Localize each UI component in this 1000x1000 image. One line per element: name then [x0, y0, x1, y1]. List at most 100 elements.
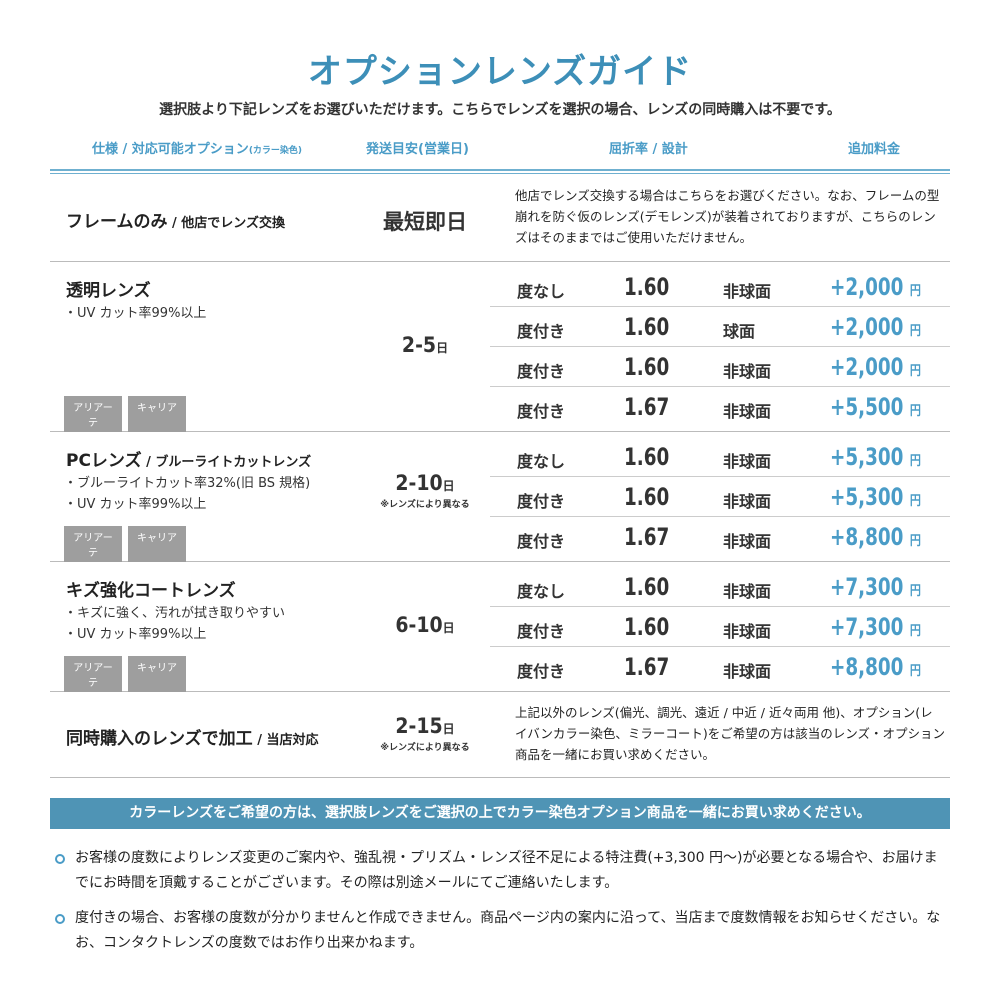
price-unit: 円 [909, 324, 921, 339]
price: +2,000 円 [830, 313, 921, 341]
header-spec-label: 仕様 / 対応可能オプション [92, 142, 249, 157]
price-value: +5,300 [830, 443, 904, 471]
note-item: 度付きの場合、お客様の度数が分かりませんと作成できません。商品ページ内の案内に沿… [55, 906, 950, 956]
lens-design: 非球面 [723, 532, 772, 551]
lens-option-row: 度付き 1.60 球面 +2,000 円 [490, 307, 950, 347]
price-value: +5,300 [830, 483, 904, 511]
days-value: 6-10 [395, 613, 443, 637]
price-value: +8,800 [830, 653, 904, 681]
description: 他店でレンズ交換する場合はこちらをお選びください。なお、フレームの型崩れを防ぐ仮… [515, 188, 940, 245]
refractive-index: 1.60 [624, 573, 670, 601]
days-value: 2-15 [395, 714, 443, 738]
note-text: 度付きの場合、お客様の度数が分かりませんと作成できません。商品ページ内の案内に沿… [75, 910, 941, 951]
prescription-type: 度付き [517, 662, 566, 681]
refractive-index: 1.67 [624, 393, 670, 421]
days-note: ※レンズにより異なる [380, 743, 470, 753]
prescription-type: 度付き [517, 532, 566, 551]
header-price: 追加料金 [848, 142, 901, 157]
option-tag: アリアーテ [64, 526, 122, 562]
price-unit: 円 [909, 584, 921, 599]
lens-design: 球面 [723, 322, 756, 341]
spec-bullet: ・UV カット率99%以上 [64, 306, 207, 321]
prescription-type: 度付き [517, 492, 566, 511]
section-name: 同時購入のレンズで加工 / 当店対応 [66, 724, 318, 749]
option-tag: アリアーテ [64, 656, 122, 692]
days-unit: 日 [436, 341, 449, 355]
lens-design: 非球面 [723, 492, 772, 511]
price-unit: 円 [909, 664, 921, 679]
lens-design: 非球面 [723, 622, 772, 641]
days-unit: 日 [442, 722, 455, 736]
price-value: +2,000 [830, 313, 904, 341]
refractive-index: 1.60 [624, 613, 670, 641]
lens-option-row: 度なし 1.60 非球面 +5,300 円 [490, 437, 950, 477]
prescription-type: 度なし [517, 282, 566, 301]
option-tag: キャリア [128, 396, 186, 432]
color-lens-banner: カラーレンズをご希望の方は、選択肢レンズをご選択の上でカラー染色オプション商品を… [50, 798, 950, 829]
price-unit: 円 [909, 454, 921, 469]
price-unit: 円 [909, 284, 921, 299]
days: 6-10日 [360, 613, 490, 637]
spec-bullet: ・UV カット率99%以上 [64, 627, 207, 642]
section-name: 透明レンズ [66, 276, 151, 301]
option-tag: キャリア [128, 656, 186, 692]
name-sub: / 当店対応 [252, 733, 319, 748]
price-value: +8,800 [830, 523, 904, 551]
circle-bullet-icon [55, 914, 65, 924]
days-value: 2-5 [401, 333, 437, 357]
option-tag: キャリア [128, 526, 186, 562]
lens-option-row: 度付き 1.67 非球面 +8,800 円 [490, 647, 950, 687]
lens-design: 非球面 [723, 662, 772, 681]
name-main: キズ強化コートレンズ [66, 581, 236, 601]
prescription-type: 度付き [517, 622, 566, 641]
section-name: PCレンズ / ブルーライトカットレンズ [66, 446, 311, 471]
refractive-index: 1.60 [624, 313, 670, 341]
days-value: 2-10 [395, 471, 443, 495]
lens-option-row: 度なし 1.60 非球面 +2,000 円 [490, 267, 950, 307]
note-text: お客様の度数によりレンズ変更のご案内や、強乱視・プリズム・レンズ径不足による特注… [75, 850, 938, 891]
name-main: PCレンズ [66, 451, 142, 471]
price: +7,300 円 [830, 573, 921, 601]
price-value: +7,300 [830, 613, 904, 641]
name-sub: / 他店でレンズ交換 [167, 216, 286, 231]
circle-bullet-icon [55, 854, 65, 864]
price-value: +2,000 [830, 273, 904, 301]
note-item: お客様の度数によりレンズ変更のご案内や、強乱視・プリズム・レンズ径不足による特注… [55, 846, 950, 896]
option-tag: アリアーテ [64, 396, 122, 432]
price-value: +5,500 [830, 393, 904, 421]
days: 最短即日 [383, 210, 467, 234]
header-spec-small: (カラー染色) [248, 146, 303, 156]
price: +8,800 円 [830, 653, 921, 681]
lens-option-row: 度なし 1.60 非球面 +7,300 円 [490, 567, 950, 607]
section-lens: 透明レンズ・UV カット率99%以上アリアーテ キャリア 2-5日 度なし 1.60 非… [50, 262, 950, 432]
header-divider [50, 169, 950, 174]
price: +2,000 円 [830, 273, 921, 301]
header-days: 発送目安(営業日) [366, 142, 469, 157]
section-name: フレームのみ / 他店でレンズ交換 [66, 207, 285, 232]
spec-bullet: ・キズに強く、汚れが拭き取りやすい [64, 606, 286, 621]
lens-design: 非球面 [723, 282, 772, 301]
name-main: 透明レンズ [66, 281, 151, 301]
lens-design: 非球面 [723, 362, 772, 381]
lens-options: 度なし 1.60 非球面 +5,300 円度付き 1.60 非球面 +5,300 円度付き 1… [490, 437, 950, 557]
name-main: 同時購入のレンズで加工 [66, 729, 253, 749]
prescription-type: 度付き [517, 322, 566, 341]
section-name: キズ強化コートレンズ [66, 576, 236, 601]
section-frame-only: フレームのみ / 他店でレンズ交換 最短即日 他店でレンズ交換する場合はこちらを… [50, 175, 950, 262]
name-sub: / ブルーライトカットレンズ [141, 455, 312, 470]
description: 上記以外のレンズ(偏光、調光、遠近 / 中近 / 近々両用 他)、オプション(レ… [515, 705, 946, 762]
price-unit: 円 [909, 494, 921, 509]
days: 2-15日 ※レンズにより異なる [360, 714, 490, 753]
price: +8,800 円 [830, 523, 921, 551]
price: +7,300 円 [830, 613, 921, 641]
spec-bullet: ・ブルーライトカット率32%(旧 BS 規格) [64, 476, 311, 491]
page-title: オプションレンズガイド [307, 52, 693, 92]
spec-bullet: ・UV カット率99%以上 [64, 497, 207, 512]
price-unit: 円 [909, 364, 921, 379]
price-unit: 円 [909, 534, 921, 549]
price-unit: 円 [909, 624, 921, 639]
prescription-type: 度付き [517, 402, 566, 421]
price-unit: 円 [909, 404, 921, 419]
refractive-index: 1.60 [624, 353, 670, 381]
lens-options: 度なし 1.60 非球面 +2,000 円度付き 1.60 球面 +2,000 円度付き 1.… [490, 267, 950, 427]
